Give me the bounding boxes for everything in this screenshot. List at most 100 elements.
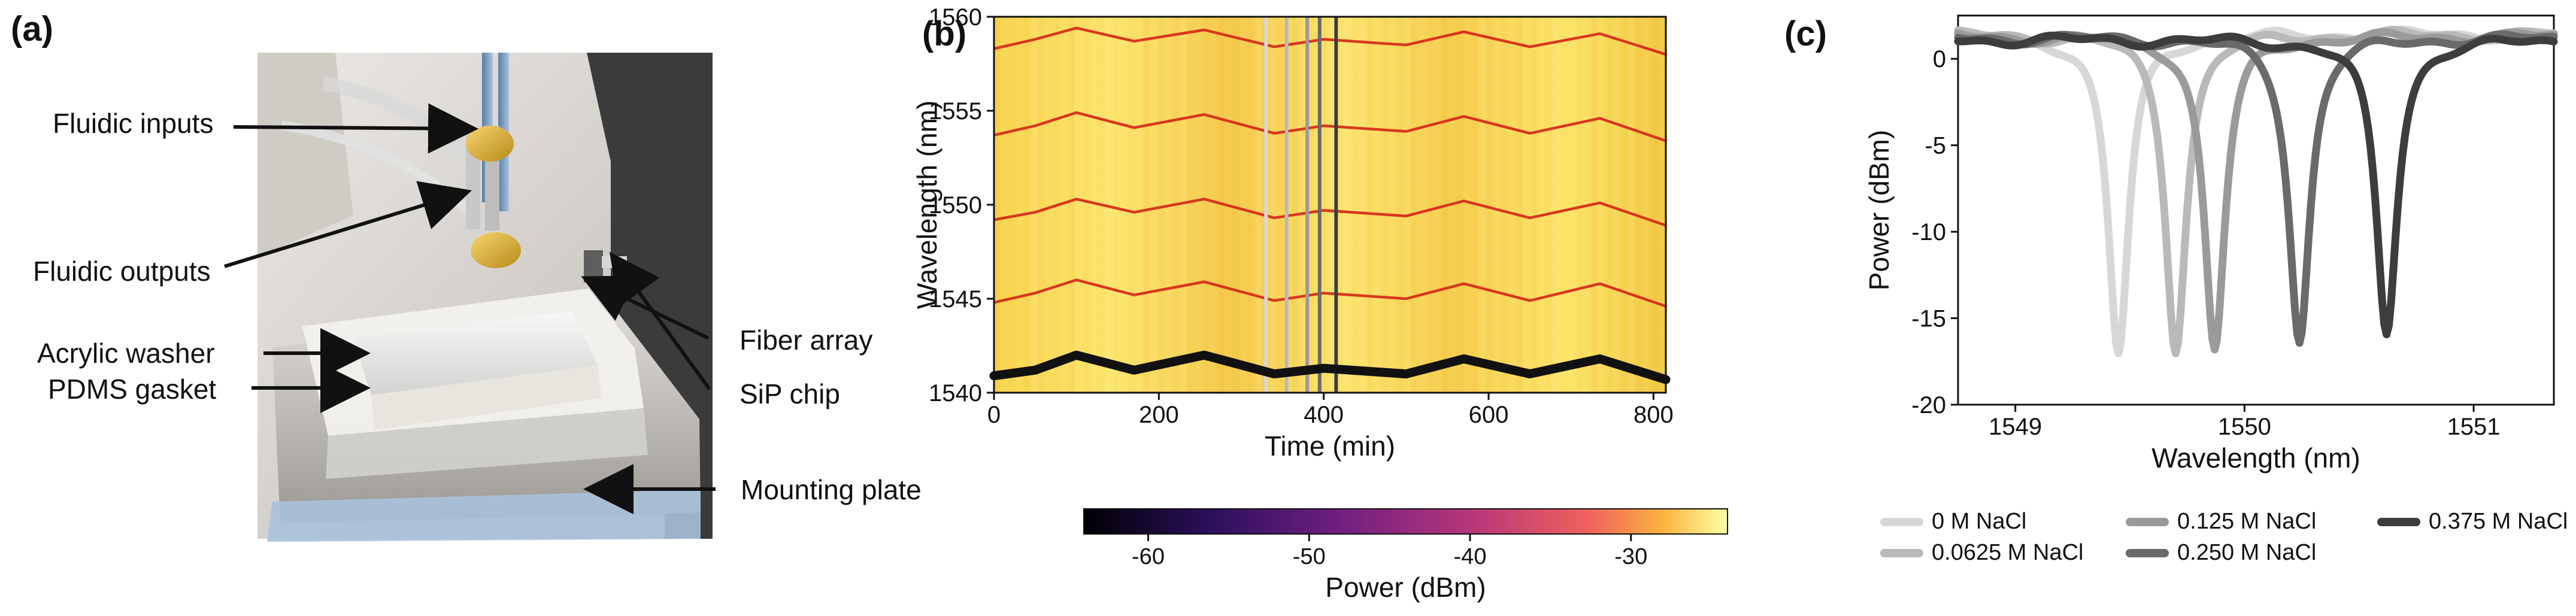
chart-b-x-tick-label-1: 200 — [1139, 402, 1179, 428]
chart-b-vertical-texture — [1150, 17, 1157, 393]
callout-fluidic-inputs: Fluidic inputs — [53, 108, 214, 139]
chart-b-vertical-texture — [1389, 17, 1396, 393]
chart-b-vertical-texture — [1135, 17, 1142, 393]
chart-b-vertical-texture — [1456, 17, 1463, 393]
chart-b-vertical-texture — [1180, 17, 1187, 393]
chart-b-vertical-texture — [1464, 17, 1470, 393]
chart-b-vertical-texture — [1307, 17, 1313, 393]
chart-c: 1549 1550 1551 -20 -15 -10 -5 0 Wavelength (nm) P… — [1863, 14, 2558, 474]
chart-b-vertical-texture — [1643, 17, 1649, 393]
chart-c-y-tick-label-2: -10 — [1911, 219, 1946, 245]
legend-label-0-125m: 0.125 M NaCl — [2177, 509, 2317, 534]
chart-b-vertical-texture — [1516, 17, 1523, 393]
chart-b-vertical-texture — [1412, 17, 1418, 393]
chart-b-vertical-texture — [1143, 17, 1149, 393]
chart-b-vertical-texture — [1397, 17, 1403, 393]
chart-b-colorbar-tick-label-2: -40 — [1454, 544, 1487, 569]
legend-item-0-0625m: 0.0625 M NaCl — [1880, 540, 2083, 566]
chart-b-x-tick-label-3: 600 — [1469, 402, 1509, 428]
chart-b-resonance-1558 — [993, 26, 1666, 56]
legend-c: 0 M NaCl 0.125 M NaCl 0.375 M NaCl 0.062… — [1868, 503, 2569, 581]
chart-b: 0 200 400 600 800 1540 1545 1550 1555 1560 Time (m… — [911, 4, 1728, 603]
legend-swatch-0-125m — [2126, 517, 2169, 526]
chart-b-colorbar — [1083, 508, 1728, 535]
chart-b-vertical-texture — [1232, 17, 1239, 393]
photo-panel — [224, 53, 716, 542]
chart-c-x-tick-label-2: 1551 — [2447, 414, 2501, 440]
chart-b-vertical-texture — [1554, 17, 1560, 393]
chart-c-y-tick-label-4: 0 — [1933, 46, 1946, 72]
output-screw-top — [471, 232, 521, 268]
chart-b-vertical-texture — [1651, 17, 1657, 393]
chart-b-vertical-texture — [1322, 17, 1328, 393]
arrow-fluidic-outputs — [224, 181, 472, 268]
chart-b-vertical-texture — [1382, 17, 1388, 393]
chart-b-colorbar-tick-label-3: -30 — [1614, 544, 1647, 569]
chart-b-vertical-texture — [1524, 17, 1530, 393]
panel-label-b: (b) — [922, 14, 967, 53]
input-screw-top — [466, 126, 514, 162]
legend-label-0m: 0 M NaCl — [1932, 509, 2027, 534]
panel-label-c: (c) — [1784, 14, 1827, 53]
chart-b-vertical-texture — [1195, 17, 1201, 393]
legend-label-0-0625m: 0.0625 M NaCl — [1932, 540, 2084, 565]
legend-item-0m: 0 M NaCl — [1880, 509, 2026, 535]
callout-acrylic-washer: Acrylic washer — [37, 338, 215, 369]
legend-item-0-125m: 0.125 M NaCl — [2126, 509, 2316, 535]
chart-b-vertical-texture — [1568, 17, 1575, 393]
chart-b-vertical-texture — [1061, 17, 1067, 393]
chart-b-vertical-texture — [1486, 17, 1493, 393]
chart-b-vertical-texture — [1374, 17, 1381, 393]
chart-b-y-tick-label-1: 1545 — [929, 286, 982, 312]
chart-b-vertical-texture — [994, 17, 1000, 393]
chart-b-vertical-texture — [1531, 17, 1537, 393]
chart-b-vertical-texture — [1046, 17, 1052, 393]
legend-item-0-250m: 0.250 M NaCl — [2126, 540, 2316, 566]
chart-b-x-axis-label: Time (min) — [1265, 430, 1395, 462]
chart-b-vertical-texture — [1300, 17, 1306, 393]
chart-b-x-tick-label-0: 0 — [987, 402, 1001, 428]
chart-b-vertical-texture — [1038, 17, 1045, 393]
chart-b-vertical-texture — [1330, 17, 1336, 393]
legend-label-0-250m: 0.250 M NaCl — [2177, 540, 2317, 565]
chart-b-vertical-texture — [1315, 17, 1321, 393]
chart-b-y-axis-label: Wavelength (nm) — [911, 101, 942, 309]
sip-chip-block — [602, 256, 627, 268]
chart-b-resonance-1545 — [993, 278, 1666, 308]
chart-b-y-tick-label-2: 1550 — [929, 192, 982, 219]
chart-b-vertical-texture — [1270, 17, 1276, 393]
chart-b-vertical-texture — [1210, 17, 1216, 393]
arrow-sip-chip — [609, 251, 711, 390]
legend-swatch-0-375m — [2377, 517, 2420, 526]
chart-b-vertical-texture — [1240, 17, 1246, 393]
chart-b-vertical-texture — [1128, 17, 1134, 393]
chart-b-y-tick-label-0: 1540 — [929, 380, 982, 406]
callout-mounting-plate: Mounting plate — [741, 474, 922, 505]
chart-b-vertical-texture — [1008, 17, 1015, 393]
chart-b-colorbar-tick-label-1: -50 — [1293, 544, 1326, 569]
chart-b-vertical-texture — [1419, 17, 1425, 393]
chart-b-vertical-texture — [1188, 17, 1194, 393]
arrow-fluidic-inputs — [233, 103, 478, 154]
chart-c-y-tick-label-0: -20 — [1911, 392, 1946, 418]
acrylic-washer-shape — [353, 311, 598, 395]
chart-b-vertical-texture — [1636, 17, 1642, 393]
chart-c-x-tick-label-0: 1549 — [1989, 414, 2042, 440]
chart-b-y-tick-label-3: 1555 — [929, 98, 982, 125]
chart-b-vertical-texture — [1337, 17, 1343, 393]
legend-swatch-0-250m — [2126, 548, 2169, 557]
chart-b-vertical-texture — [1359, 17, 1366, 393]
chart-b-colorbar-label: Power (dBm) — [1325, 572, 1486, 603]
chart-b-vertical-texture — [1576, 17, 1582, 393]
chart-b-vertical-texture — [1501, 17, 1508, 393]
panel-label-a: (a) — [11, 10, 53, 48]
chart-b-vertical-texture — [1658, 17, 1664, 393]
legend-label-0-375m: 0.375 M NaCl — [2429, 509, 2568, 534]
chart-b-resonance-1550 — [993, 198, 1666, 227]
chart-b-vertical-texture — [1277, 17, 1284, 393]
callout-pdms-gasket: PDMS gasket — [48, 374, 217, 405]
chart-b-vertical-texture — [1613, 17, 1620, 393]
chart-b-vertical-texture — [1344, 17, 1351, 393]
chart-b-vertical-texture — [1546, 17, 1552, 393]
legend-item-0-375m: 0.375 M NaCl — [2377, 509, 2568, 535]
